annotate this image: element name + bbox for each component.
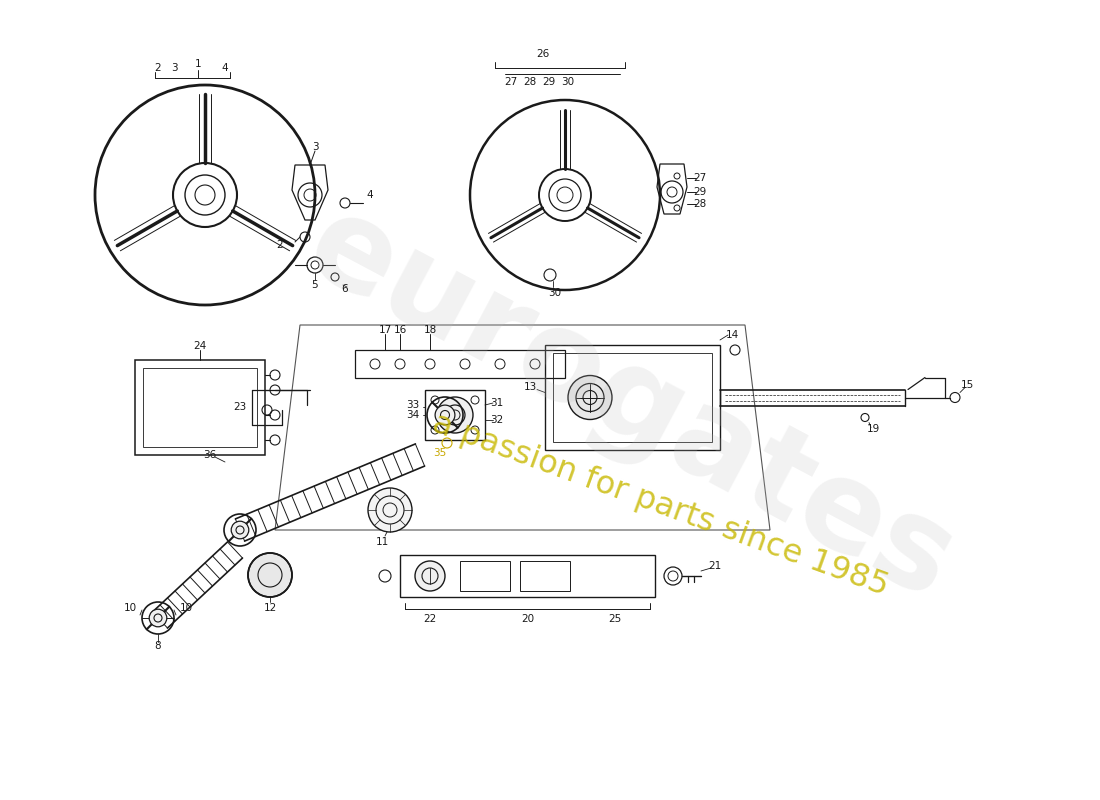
Text: 27: 27 [693, 173, 706, 183]
Text: 24: 24 [194, 341, 207, 351]
Text: 27: 27 [505, 77, 518, 87]
Circle shape [568, 375, 612, 419]
Text: 29: 29 [542, 77, 556, 87]
Text: 21: 21 [708, 561, 722, 571]
Circle shape [150, 610, 167, 627]
Text: 10: 10 [123, 603, 136, 613]
Circle shape [248, 553, 292, 597]
Text: 33: 33 [406, 400, 419, 410]
Circle shape [436, 405, 455, 425]
Bar [553, 353, 712, 442]
Text: 19: 19 [867, 425, 880, 434]
Text: 4: 4 [222, 63, 229, 73]
Text: 2: 2 [155, 63, 162, 73]
Bar [355, 350, 565, 378]
Bar [400, 555, 654, 597]
Text: 12: 12 [263, 603, 276, 613]
Text: 20: 20 [521, 614, 535, 624]
Text: 1: 1 [195, 59, 201, 69]
Text: 22: 22 [424, 614, 437, 624]
Text: 28: 28 [524, 77, 537, 87]
Circle shape [231, 522, 249, 539]
Text: 26: 26 [537, 49, 550, 59]
Text: 6: 6 [342, 284, 349, 294]
Text: 36: 36 [204, 450, 217, 460]
Text: 16: 16 [394, 325, 407, 335]
Text: a passion for parts since 1985: a passion for parts since 1985 [428, 408, 892, 602]
Bar [460, 561, 510, 591]
Text: 11: 11 [375, 537, 388, 547]
Text: 3: 3 [170, 63, 177, 73]
Text: 28: 28 [693, 199, 706, 209]
Text: 35: 35 [433, 448, 447, 458]
Text: 31: 31 [491, 398, 504, 408]
Text: 10: 10 [179, 603, 192, 613]
Text: 30: 30 [549, 288, 562, 298]
Text: 2: 2 [277, 240, 284, 250]
Text: 25: 25 [608, 614, 622, 624]
Text: 13: 13 [524, 382, 537, 393]
Text: 30: 30 [561, 77, 574, 87]
Circle shape [437, 397, 473, 433]
Text: 29: 29 [693, 187, 706, 197]
Text: 4: 4 [366, 190, 373, 200]
Bar [135, 360, 265, 455]
Text: 5: 5 [311, 280, 318, 290]
Text: 34: 34 [406, 410, 419, 420]
Text: 23: 23 [233, 402, 246, 412]
Text: 32: 32 [491, 415, 504, 425]
Text: 17: 17 [378, 325, 392, 335]
Bar [143, 368, 257, 447]
Text: 14: 14 [725, 330, 738, 340]
Text: 3: 3 [311, 142, 318, 152]
Text: 18: 18 [424, 325, 437, 335]
Circle shape [368, 488, 412, 532]
Text: eurogates: eurogates [286, 184, 974, 626]
Text: 8: 8 [155, 641, 162, 651]
Bar [544, 345, 720, 450]
Text: 15: 15 [960, 381, 974, 390]
Bar [520, 561, 570, 591]
Circle shape [415, 561, 446, 591]
Bar [425, 390, 485, 440]
